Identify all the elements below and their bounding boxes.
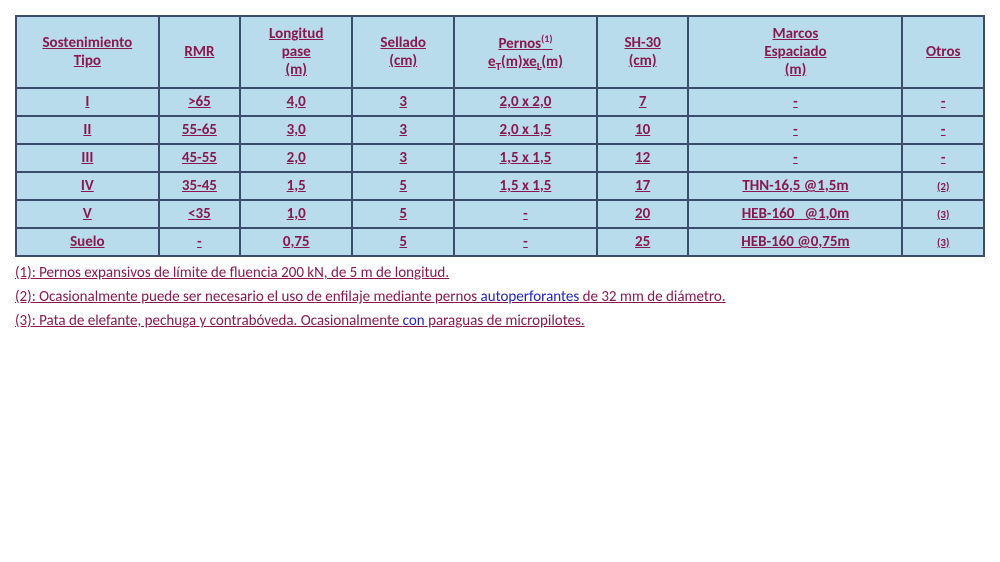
cell-otros: -	[902, 116, 984, 144]
cell-sh30: 12	[597, 144, 689, 172]
table-header-row: Sostenimiento Tipo RMR Longitud pase (m)…	[16, 16, 984, 88]
cell-rmr: -	[159, 228, 241, 256]
cell-marcos: HEB-160 @0,75m	[688, 228, 902, 256]
cell-sellado: 3	[352, 144, 454, 172]
cell-otros: (2)	[902, 172, 984, 200]
header-tipo: Sostenimiento Tipo	[16, 16, 159, 88]
cell-pernos: 1,5 x 1,5	[454, 144, 597, 172]
cell-pernos: -	[454, 228, 597, 256]
header-pernos: Pernos(1) eT(m)xeL(m)	[454, 16, 597, 88]
cell-pernos: 2,0 x 1,5	[454, 116, 597, 144]
footnote-3: (3): Pata de elefante, pechuga y contrab…	[15, 309, 985, 333]
cell-marcos: -	[688, 88, 902, 116]
table-row: II55-653,032,0 x 1,510--	[16, 116, 984, 144]
cell-sh30: 7	[597, 88, 689, 116]
cell-longitud: 4,0	[240, 88, 352, 116]
cell-longitud: 0,75	[240, 228, 352, 256]
cell-pernos: -	[454, 200, 597, 228]
cell-sh30: 17	[597, 172, 689, 200]
footnotes: (1): Pernos expansivos de límite de flue…	[15, 261, 985, 333]
cell-tipo: Suelo	[16, 228, 159, 256]
header-sellado: Sellado (cm)	[352, 16, 454, 88]
footnote-1: (1): Pernos expansivos de límite de flue…	[15, 261, 985, 285]
cell-sellado: 3	[352, 116, 454, 144]
table-row: I>654,032,0 x 2,07--	[16, 88, 984, 116]
cell-tipo: II	[16, 116, 159, 144]
header-longitud: Longitud pase (m)	[240, 16, 352, 88]
cell-otros: -	[902, 144, 984, 172]
cell-marcos: THN-16,5 @1,5m	[688, 172, 902, 200]
cell-tipo: III	[16, 144, 159, 172]
table-row: V<351,05-20HEB-160 @1,0m(3)	[16, 200, 984, 228]
cell-sellado: 3	[352, 88, 454, 116]
cell-pernos: 2,0 x 2,0	[454, 88, 597, 116]
cell-sh30: 10	[597, 116, 689, 144]
cell-marcos: -	[688, 144, 902, 172]
cell-sellado: 5	[352, 172, 454, 200]
cell-otros: -	[902, 88, 984, 116]
cell-longitud: 1,0	[240, 200, 352, 228]
header-otros: Otros	[902, 16, 984, 88]
cell-otros: (3)	[902, 200, 984, 228]
cell-longitud: 2,0	[240, 144, 352, 172]
cell-pernos: 1,5 x 1,5	[454, 172, 597, 200]
sostenimiento-table: Sostenimiento Tipo RMR Longitud pase (m)…	[15, 15, 985, 257]
cell-tipo: V	[16, 200, 159, 228]
cell-tipo: IV	[16, 172, 159, 200]
header-rmr: RMR	[159, 16, 241, 88]
cell-rmr: 35-45	[159, 172, 241, 200]
cell-sh30: 20	[597, 200, 689, 228]
cell-marcos: HEB-160 @1,0m	[688, 200, 902, 228]
cell-marcos: -	[688, 116, 902, 144]
cell-rmr: 45-55	[159, 144, 241, 172]
cell-longitud: 1,5	[240, 172, 352, 200]
cell-tipo: I	[16, 88, 159, 116]
cell-sh30: 25	[597, 228, 689, 256]
table-row: Suelo-0,755-25HEB-160 @0,75m(3)	[16, 228, 984, 256]
header-marcos: Marcos Espaciado (m)	[688, 16, 902, 88]
cell-rmr: <35	[159, 200, 241, 228]
table-row: III45-552,031,5 x 1,512--	[16, 144, 984, 172]
footnote-2: (2): Ocasionalmente puede ser necesario …	[15, 285, 985, 309]
table-row: IV35-451,551,5 x 1,517THN-16,5 @1,5m(2)	[16, 172, 984, 200]
cell-longitud: 3,0	[240, 116, 352, 144]
cell-sellado: 5	[352, 200, 454, 228]
cell-sellado: 5	[352, 228, 454, 256]
cell-otros: (3)	[902, 228, 984, 256]
cell-rmr: 55-65	[159, 116, 241, 144]
header-sh30: SH-30 (cm)	[597, 16, 689, 88]
cell-rmr: >65	[159, 88, 241, 116]
